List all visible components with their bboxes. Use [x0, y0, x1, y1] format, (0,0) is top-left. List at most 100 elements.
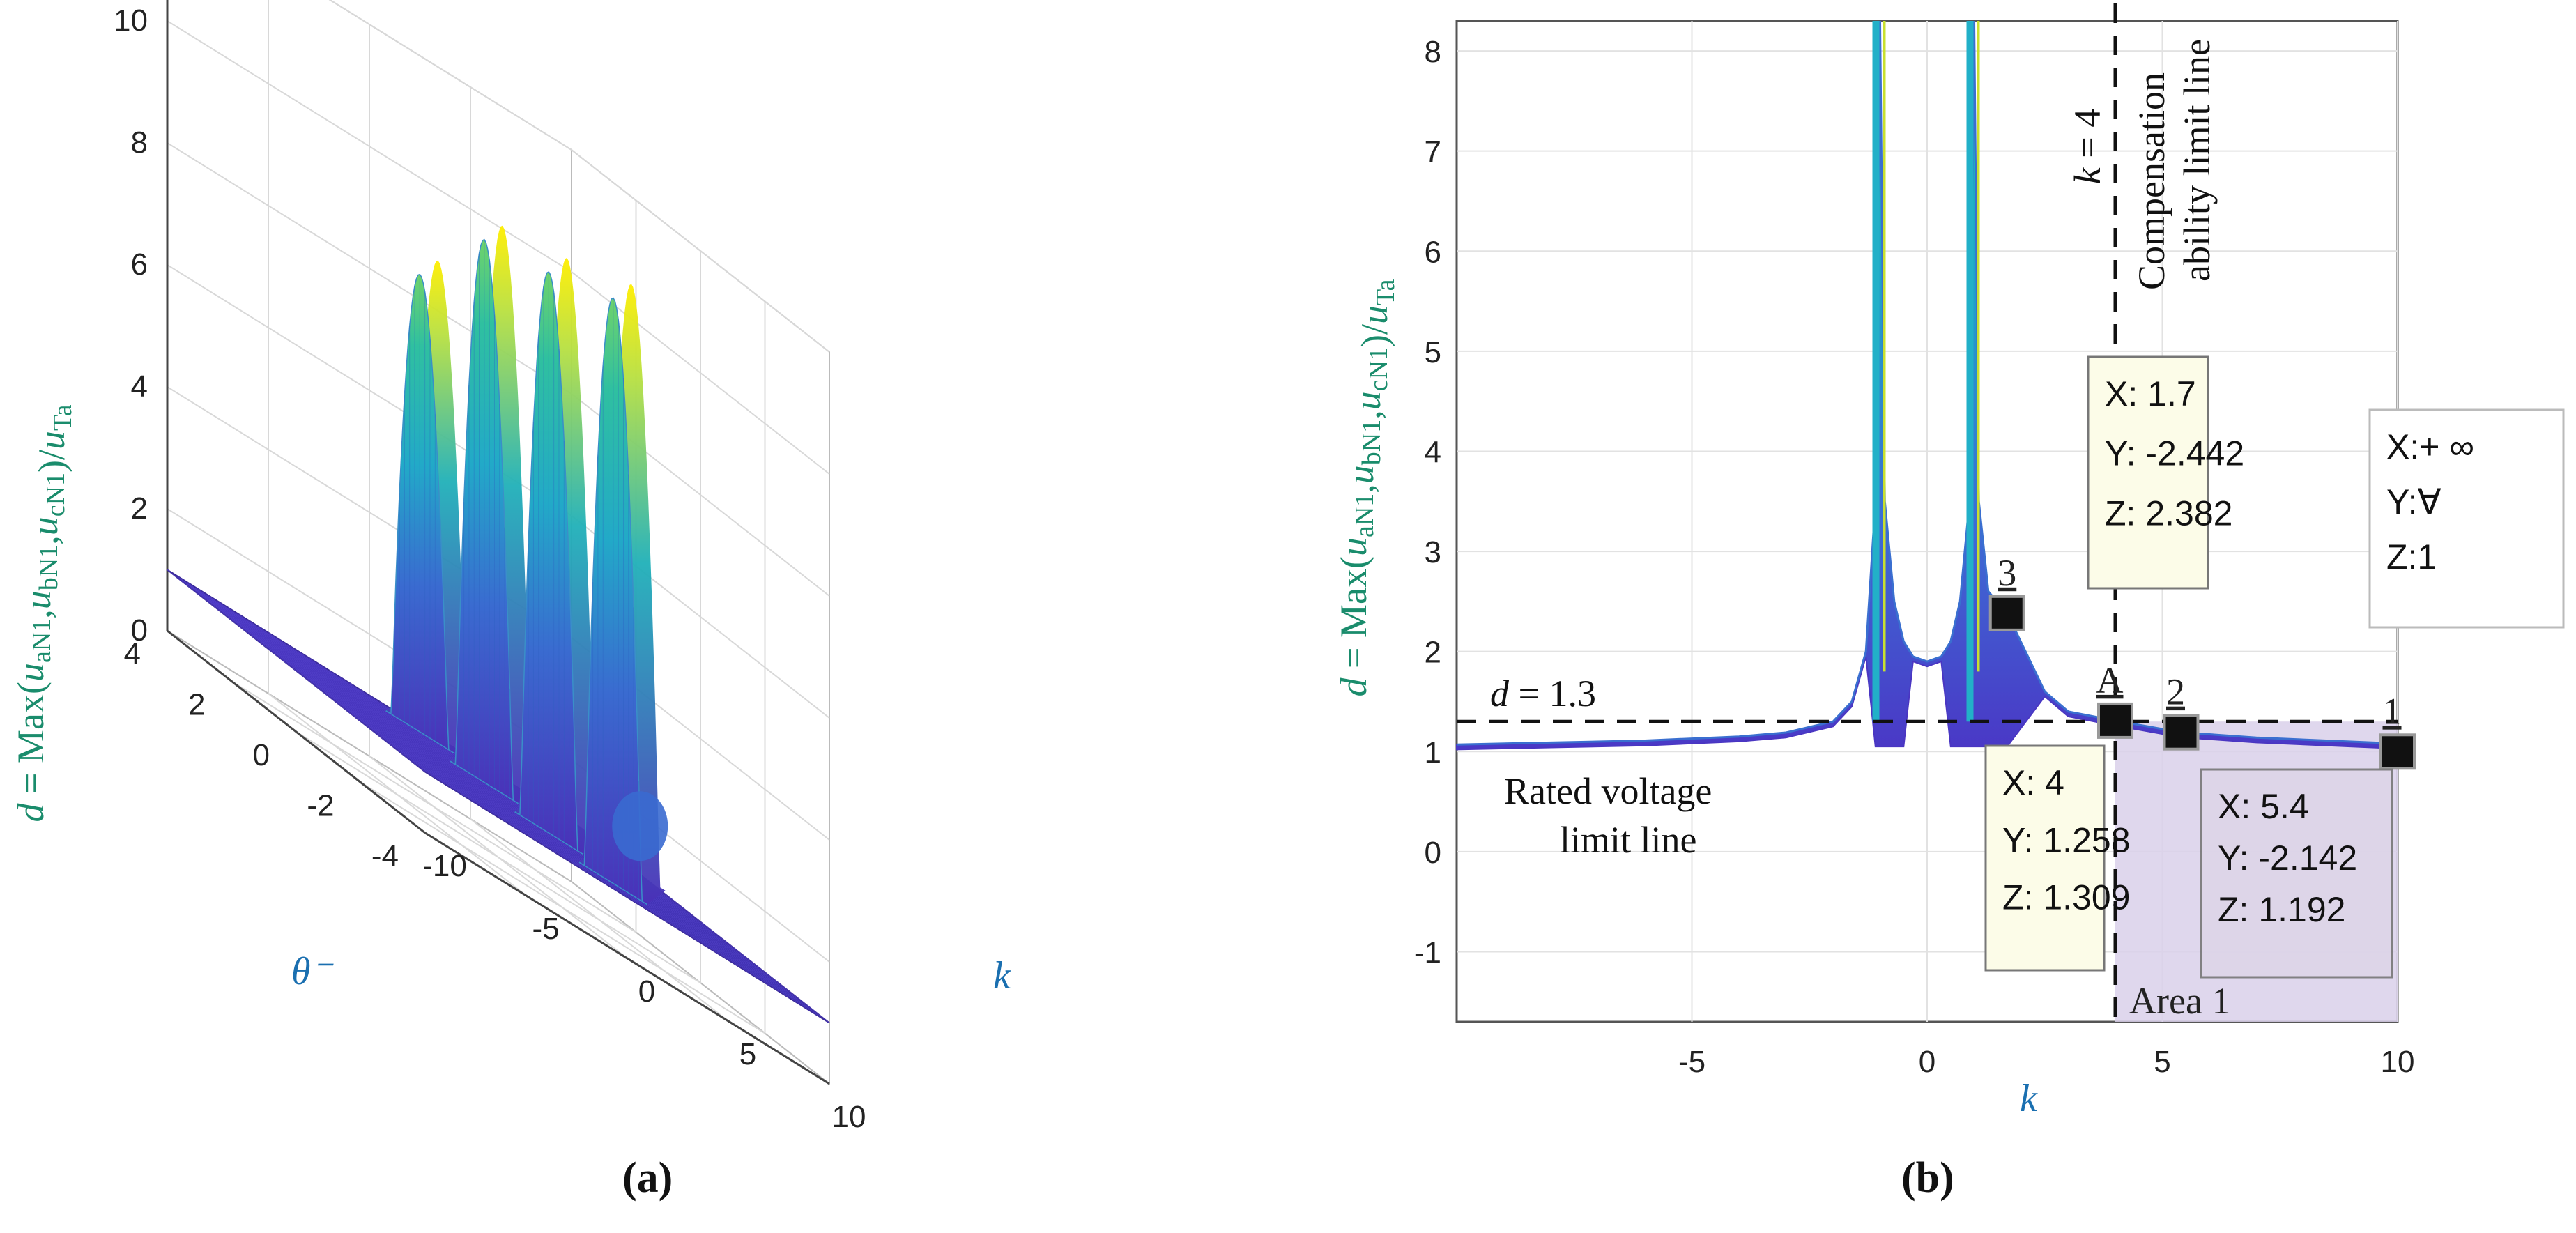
marker-1: [2379, 733, 2416, 770]
surface-mesh-line: [247, 620, 507, 822]
y-tick-label: 1: [1425, 735, 1441, 769]
surface-mesh-line: [278, 638, 537, 841]
z-tick-label: 8: [131, 125, 148, 160]
data-tip-line: X:+ ∞: [2386, 427, 2474, 466]
k-tick-label: 5: [739, 1037, 756, 1071]
theta-tick-label: 4: [124, 637, 141, 671]
surface-mesh-line: [328, 670, 588, 873]
surface-mesh-line: [268, 632, 527, 835]
y-tick-label: -1: [1414, 935, 1441, 970]
surface-mesh-line: [227, 607, 486, 810]
data-tip-line: Z:1: [2386, 537, 2437, 576]
panel-label-b: (b): [1901, 1154, 1954, 1202]
area-1-label: Area 1: [2129, 980, 2230, 1022]
data-tip-line: Y:∀: [2386, 482, 2441, 521]
data-markers: 3 A 2 1: [1988, 552, 2416, 770]
surface-mesh-line: [177, 576, 436, 779]
data-tip-line: Z: 2.382: [2105, 493, 2232, 533]
marker-label-A: A: [2096, 659, 2124, 701]
surface-mesh-line: [217, 601, 476, 804]
surface-mesh-line: [258, 626, 516, 829]
k-tick-label: -10: [422, 849, 467, 883]
y-tick-label: 5: [1425, 335, 1441, 369]
surface-mesh-line: [319, 664, 577, 866]
z-tick-label: 6: [131, 247, 148, 282]
surface-mesh-line: [308, 657, 567, 860]
y-axis-label: θ⁻: [291, 950, 335, 993]
y-axis-label: d = Max(uaN1,ubN1,ucN1)/uTa: [1333, 279, 1400, 696]
z-axis-label: d = Max(uaN1,ubN1,ucN1)/uTa: [10, 404, 77, 822]
panel-label-a: (a): [622, 1154, 673, 1202]
surface-mesh-line: [197, 588, 456, 791]
grid-line-theta: [360, 301, 766, 1035]
k-axis-line: [424, 832, 830, 1085]
surface-mesh-line: [348, 682, 608, 885]
rated-voltage-caption: limit line: [1560, 819, 1697, 861]
limit-lines: [1457, 3, 2398, 1022]
rated-voltage-caption: Rated voltage: [1504, 770, 1712, 812]
grid-line-k: [470, 87, 729, 1022]
marker-2: [2163, 714, 2200, 751]
ridge-surface: [450, 238, 519, 804]
surface-mesh-line: [187, 582, 446, 785]
y-tick-label: 8: [1425, 35, 1441, 69]
data-tip-box-3: [2087, 355, 2209, 590]
x-tick-label: -5: [1678, 1045, 1705, 1079]
data-tip-line: Z: 1.192: [2218, 890, 2345, 929]
theta-tick-label: 2: [188, 688, 205, 722]
x-tick-label: 0: [1919, 1045, 1935, 1079]
data-tip-box-2: [2200, 768, 2393, 979]
y-tick-label: 6: [1425, 235, 1441, 269]
theta-tick-label: -4: [371, 839, 399, 873]
data-tip-box-1: [2368, 408, 2565, 629]
theta-tick-label: 0: [253, 738, 270, 772]
surface-mesh-line: [359, 689, 618, 891]
front-bump: [612, 791, 668, 861]
curve-top-line: [1456, 20, 2398, 746]
data-tip-line: Z: 1.309: [2002, 878, 2130, 917]
surface-mesh-line: [167, 569, 426, 772]
horizontal-line-label: d = 1.3: [1490, 673, 1596, 714]
grid-line-k: [268, 0, 527, 896]
marker-A: [2097, 702, 2133, 739]
theta-axis-line: [167, 629, 426, 834]
grid-line-theta: [296, 251, 701, 984]
grid-line-z: [328, 0, 830, 353]
k-tick-label: 10: [832, 1100, 866, 1134]
tick-labels: -5 0 5 10 -1 0 1 2 3 4 5 6 7 8: [1414, 35, 2415, 1079]
marker-label-1: 1: [2383, 690, 2402, 732]
data-tip-line: X: 1.7: [2105, 374, 2196, 413]
marker-3: [1988, 595, 2025, 631]
compensation-caption: ability limit line: [2176, 39, 2218, 282]
surface-mesh-line: [288, 645, 547, 848]
x-tick-label: 5: [2154, 1045, 2170, 1079]
marker-label-3: 3: [1998, 552, 2016, 594]
3d-surface: [167, 225, 830, 1024]
z-tick-label: 4: [131, 369, 148, 404]
surface-mesh-line: [339, 676, 597, 879]
y-tick-label: 3: [1425, 535, 1441, 569]
ridge-surface: [514, 270, 583, 855]
grid-line-k: [369, 24, 628, 959]
y-tick-label: 4: [1425, 435, 1441, 469]
z-tick-label: 10: [114, 3, 148, 38]
z-tick-label: 0: [131, 613, 148, 648]
data-tip-line: X: 5.4: [2218, 787, 2309, 826]
ridge-surface: [578, 297, 647, 905]
grid-line-z: [167, 20, 830, 475]
x-tick-label: 10: [2381, 1045, 2415, 1079]
data-tip-line: X: 4: [2002, 763, 2064, 802]
data-tip-line: Y: 1.258: [2002, 820, 2131, 859]
marker-label-2: 2: [2166, 671, 2185, 713]
y-tick-label: 2: [1425, 636, 1441, 670]
data-tip-line: Y: -2.142: [2218, 838, 2357, 878]
data-tip-box-A: [1984, 744, 2106, 972]
ridge-surface: [385, 273, 454, 753]
k-tick-label: -5: [532, 912, 559, 946]
vertical-line-label: k = 4: [2067, 109, 2108, 184]
